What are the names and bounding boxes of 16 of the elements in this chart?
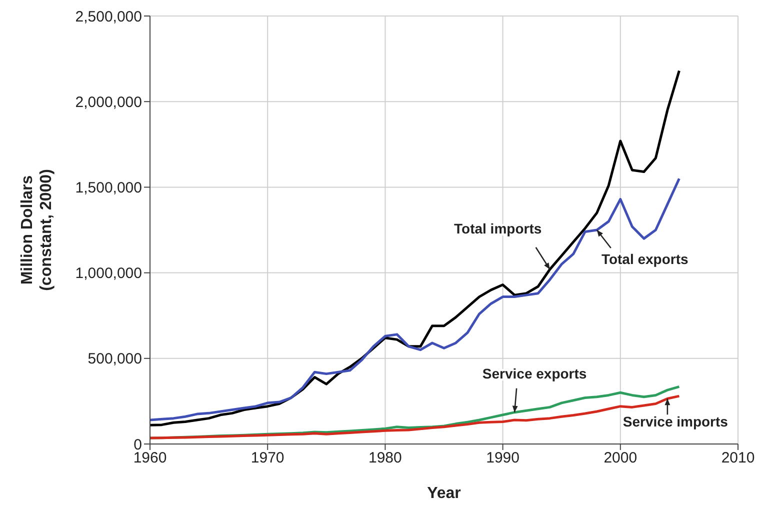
y-axis-title: Million Dollars (constant, 2000) <box>19 169 55 291</box>
y-tick-label: 500,000 <box>88 350 142 368</box>
x-tick-label: 1970 <box>250 450 284 467</box>
series-label: Service imports <box>622 414 728 430</box>
x-tick-label: 1980 <box>368 450 402 467</box>
x-tick-label: 2000 <box>604 450 638 467</box>
y-tick-label: 1,500,000 <box>75 180 142 197</box>
y-tick-label: 2,500,000 <box>75 8 142 26</box>
y-tick-label: 2,000,000 <box>75 94 142 111</box>
x-axis-title: Year <box>427 485 461 502</box>
series-label: Total imports <box>454 220 542 236</box>
x-tick-label: 1990 <box>486 450 520 467</box>
y-tick-label: 1,000,000 <box>75 265 142 282</box>
x-tick-label: 2010 <box>721 450 755 467</box>
series-label: Total exports <box>601 251 689 267</box>
series-label: Service exports <box>482 365 587 382</box>
